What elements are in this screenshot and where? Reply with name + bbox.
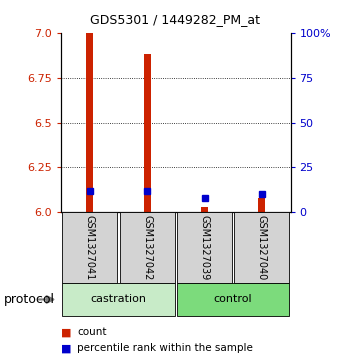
Bar <box>177 212 232 283</box>
Text: GSM1327042: GSM1327042 <box>142 215 152 281</box>
Text: castration: castration <box>91 294 147 305</box>
Text: ■: ■ <box>61 343 75 354</box>
Bar <box>120 212 175 283</box>
Text: protocol: protocol <box>4 293 55 306</box>
Bar <box>62 212 117 283</box>
Text: percentile rank within the sample: percentile rank within the sample <box>77 343 253 354</box>
Text: GSM1327041: GSM1327041 <box>85 215 95 280</box>
Bar <box>234 212 289 283</box>
Text: ■: ■ <box>61 327 75 337</box>
Text: GDS5301 / 1449282_PM_at: GDS5301 / 1449282_PM_at <box>90 13 260 26</box>
Bar <box>144 54 150 212</box>
Bar <box>177 283 289 316</box>
Bar <box>62 283 175 316</box>
Text: count: count <box>77 327 106 337</box>
Text: control: control <box>214 294 252 305</box>
Bar <box>86 33 93 212</box>
Text: GSM1327039: GSM1327039 <box>199 215 210 280</box>
Bar <box>201 207 208 212</box>
Text: GSM1327040: GSM1327040 <box>257 215 267 280</box>
Bar <box>258 198 265 212</box>
